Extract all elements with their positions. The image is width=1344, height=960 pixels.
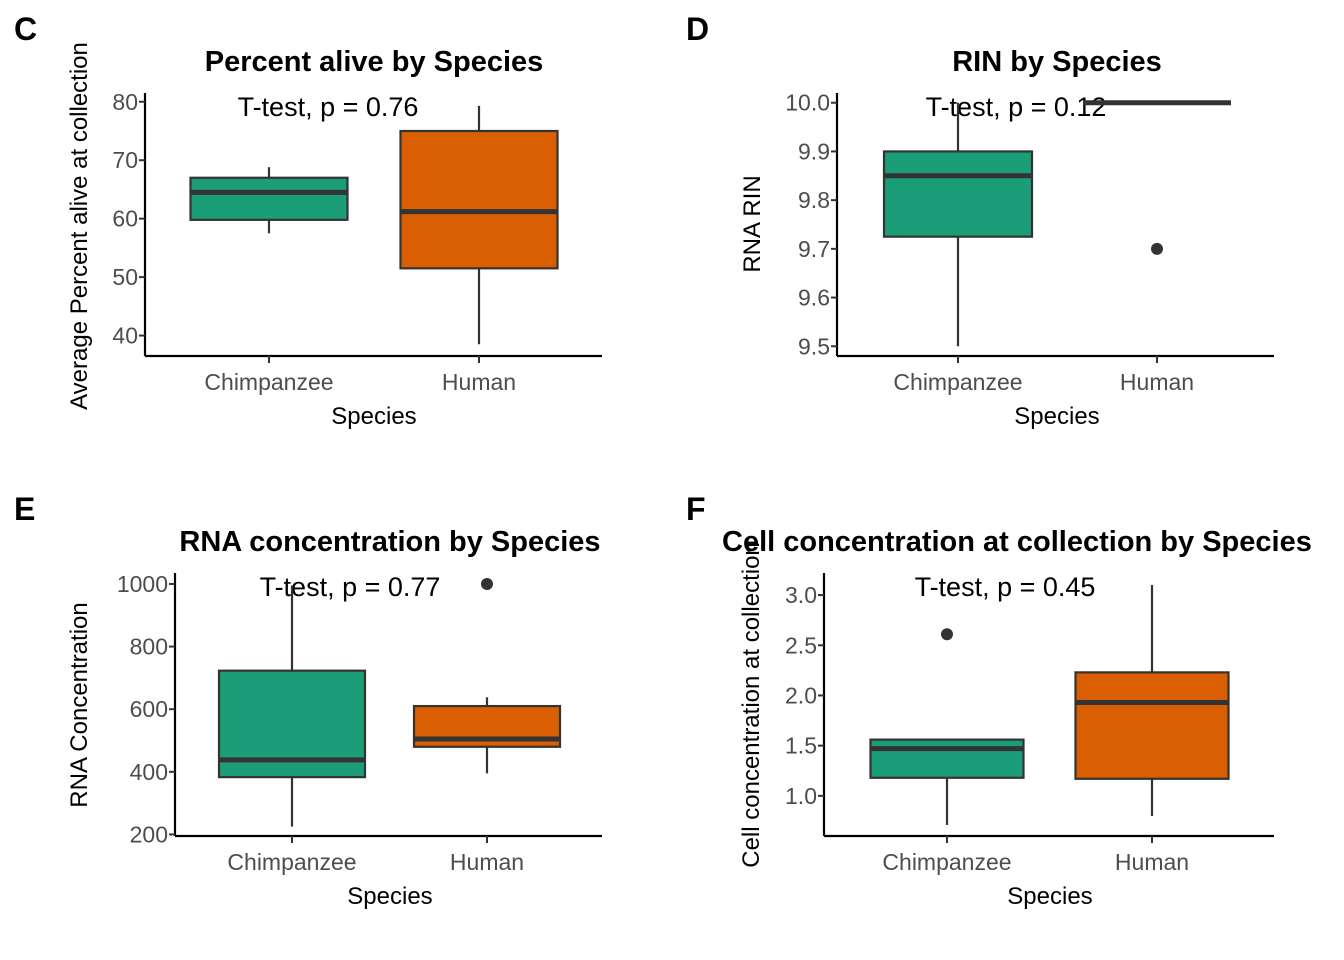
chart-title: Percent alive by Species: [205, 46, 544, 78]
box-body: [1074, 671, 1230, 780]
y-axis-title: RNA Concentration: [66, 602, 93, 807]
y-axis-title: RNA RIN: [739, 175, 766, 272]
panel-f: F Cell concentration at collection by Sp…: [686, 491, 1312, 910]
y-tick-label: 50: [112, 264, 138, 290]
y-tick-label: 80: [112, 89, 138, 115]
x-tick-label: Human: [442, 369, 516, 395]
y-tick-label: 1000: [117, 571, 168, 597]
y-tick-label: 9.5: [798, 333, 830, 359]
box-human: [412, 577, 562, 774]
chart-title: Cell concentration at collection by Spec…: [722, 526, 1312, 558]
x-tick-label: Human: [1115, 849, 1189, 875]
plot-area: 9.5 9.6 9.7 9.8 9.9 10.0 Chimpanzee Human: [785, 90, 1274, 395]
box-human: [399, 105, 559, 345]
y-axis-title: Cell concentration at collection: [738, 542, 765, 868]
x-tick-label: Chimpanzee: [893, 369, 1022, 395]
x-tick-label: Human: [450, 849, 524, 875]
x-tick-label: Human: [1120, 369, 1194, 395]
y-tick-label: 1.0: [785, 783, 817, 809]
y-tick-label: 9.7: [798, 236, 830, 262]
y-tick-label: 3.0: [785, 582, 817, 608]
y-tick-label: 10.0: [785, 90, 830, 116]
box-body: [399, 129, 559, 270]
plot-area: 40 50 60 70 80 Chimpanzee Human: [112, 89, 602, 395]
x-axis-title: Species: [347, 883, 432, 910]
y-tick-label: 600: [130, 696, 168, 722]
box-human: [1074, 585, 1230, 816]
panel-c: C Percent alive by Species Species Avera…: [14, 11, 602, 430]
chart-title: RNA concentration by Species: [179, 526, 600, 558]
y-axis-title: Average Percent alive at collection: [66, 42, 93, 410]
box-body: [189, 176, 349, 221]
y-tick-label: 800: [130, 634, 168, 660]
x-tick-label: Chimpanzee: [227, 849, 356, 875]
y-tick-label: 2.0: [785, 682, 817, 708]
box-chimpanzee: [882, 102, 1034, 347]
x-tick-label: Chimpanzee: [882, 849, 1011, 875]
y-tick-label: 40: [112, 323, 138, 349]
chart-title: RIN by Species: [952, 46, 1162, 78]
plot-area: 1.0 1.5 2.0 2.5 3.0 Chimpanzee Human: [785, 573, 1274, 875]
y-tick-label: 9.6: [798, 285, 830, 311]
x-tick-label: Chimpanzee: [204, 369, 333, 395]
panel-letter: F: [686, 491, 706, 527]
panel-e: E RNA concentration by Species Species R…: [14, 491, 602, 910]
box-human: [1083, 100, 1231, 255]
x-axis-title: Species: [331, 403, 416, 430]
panel-letter: D: [686, 11, 709, 47]
outlier-point: [1151, 242, 1163, 255]
x-axis-title: Species: [1007, 883, 1092, 910]
y-tick-label: 2.5: [785, 632, 817, 658]
x-axis-title: Species: [1014, 403, 1099, 430]
t-test-annotation: T-test, p = 0.76: [238, 92, 419, 122]
t-test-annotation: T-test, p = 0.77: [260, 572, 441, 602]
y-tick-label: 1.5: [785, 733, 817, 759]
outlier-point: [481, 577, 493, 590]
panel-letter: E: [14, 491, 35, 527]
panel-letter: C: [14, 11, 37, 47]
y-tick-label: 60: [112, 206, 138, 232]
plot-area: 200 400 600 800 1000 Chimpanzee Human: [117, 571, 602, 875]
y-tick-label: 400: [130, 759, 168, 785]
panel-d: D RIN by Species Species RNA RIN T-test,…: [686, 11, 1274, 430]
y-tick-label: 200: [130, 821, 168, 847]
box-body: [869, 738, 1025, 779]
box-chimpanzee: [869, 628, 1025, 825]
outlier-point: [941, 628, 953, 641]
y-tick-label: 9.8: [798, 187, 830, 213]
t-test-annotation: T-test, p = 0.12: [926, 92, 1107, 122]
y-tick-label: 70: [112, 147, 138, 173]
box-chimpanzee: [217, 585, 367, 827]
box-body: [882, 150, 1034, 238]
t-test-annotation: T-test, p = 0.45: [915, 572, 1096, 602]
box-chimpanzee: [189, 167, 349, 234]
y-tick-label: 9.9: [798, 138, 830, 164]
